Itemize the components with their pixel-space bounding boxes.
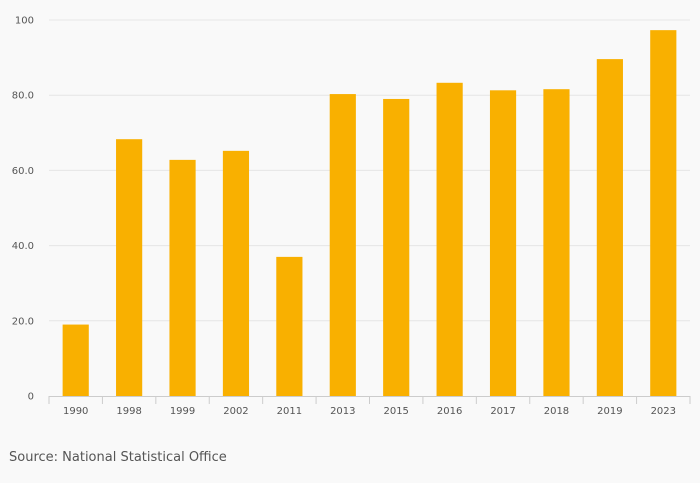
x-tick-label: 2013 (330, 406, 355, 417)
y-tick-label: 100 (15, 16, 34, 27)
x-tick-label: 2015 (383, 406, 408, 417)
y-tick-label: 60.0 (12, 166, 34, 177)
y-tick-label: 80.0 (12, 91, 34, 102)
bar-2015[interactable] (383, 98, 410, 397)
source-note: Source: National Statistical Office (9, 450, 227, 465)
bar-2016[interactable] (436, 82, 463, 397)
x-tick-label: 2017 (490, 406, 515, 417)
x-tick-label: 2002 (223, 406, 248, 417)
bar-1990[interactable] (62, 324, 89, 396)
y-tick-label: 40.0 (12, 241, 34, 252)
bar-2013[interactable] (329, 94, 356, 397)
x-tick-label: 1999 (170, 406, 195, 417)
bar-2018[interactable] (543, 89, 570, 397)
x-tick-label: 2018 (544, 406, 569, 417)
bar-2011[interactable] (276, 256, 303, 396)
gridlines (49, 19, 690, 322)
x-tick-label: 2016 (437, 406, 462, 417)
bar-2023[interactable] (650, 30, 677, 396)
x-axis: 1990 1998 1999 2002 2011 2013 2015 2016 2017 2018… (48, 396, 691, 417)
bar-2017[interactable] (489, 90, 517, 396)
bar-2019[interactable] (596, 59, 623, 396)
bar-1999[interactable] (169, 159, 196, 396)
y-axis: 0 20.0 40.0 60.0 80.0 100 (12, 16, 34, 403)
x-tick-label: 2019 (597, 406, 622, 417)
y-tick-label: 0 (28, 392, 34, 403)
bar-1998[interactable] (116, 139, 143, 396)
y-tick-label: 20.0 (12, 316, 34, 327)
bar-chart: 0 20.0 40.0 60.0 80.0 100 1990 1998 1999 2002 201… (12, 16, 691, 417)
x-tick-label: 2023 (651, 406, 676, 417)
x-tick-label: 2011 (277, 406, 302, 417)
x-tick-label: 1998 (116, 406, 141, 417)
x-tick-label: 1990 (63, 406, 88, 417)
bar-2002[interactable] (222, 150, 250, 396)
bars (62, 30, 677, 397)
